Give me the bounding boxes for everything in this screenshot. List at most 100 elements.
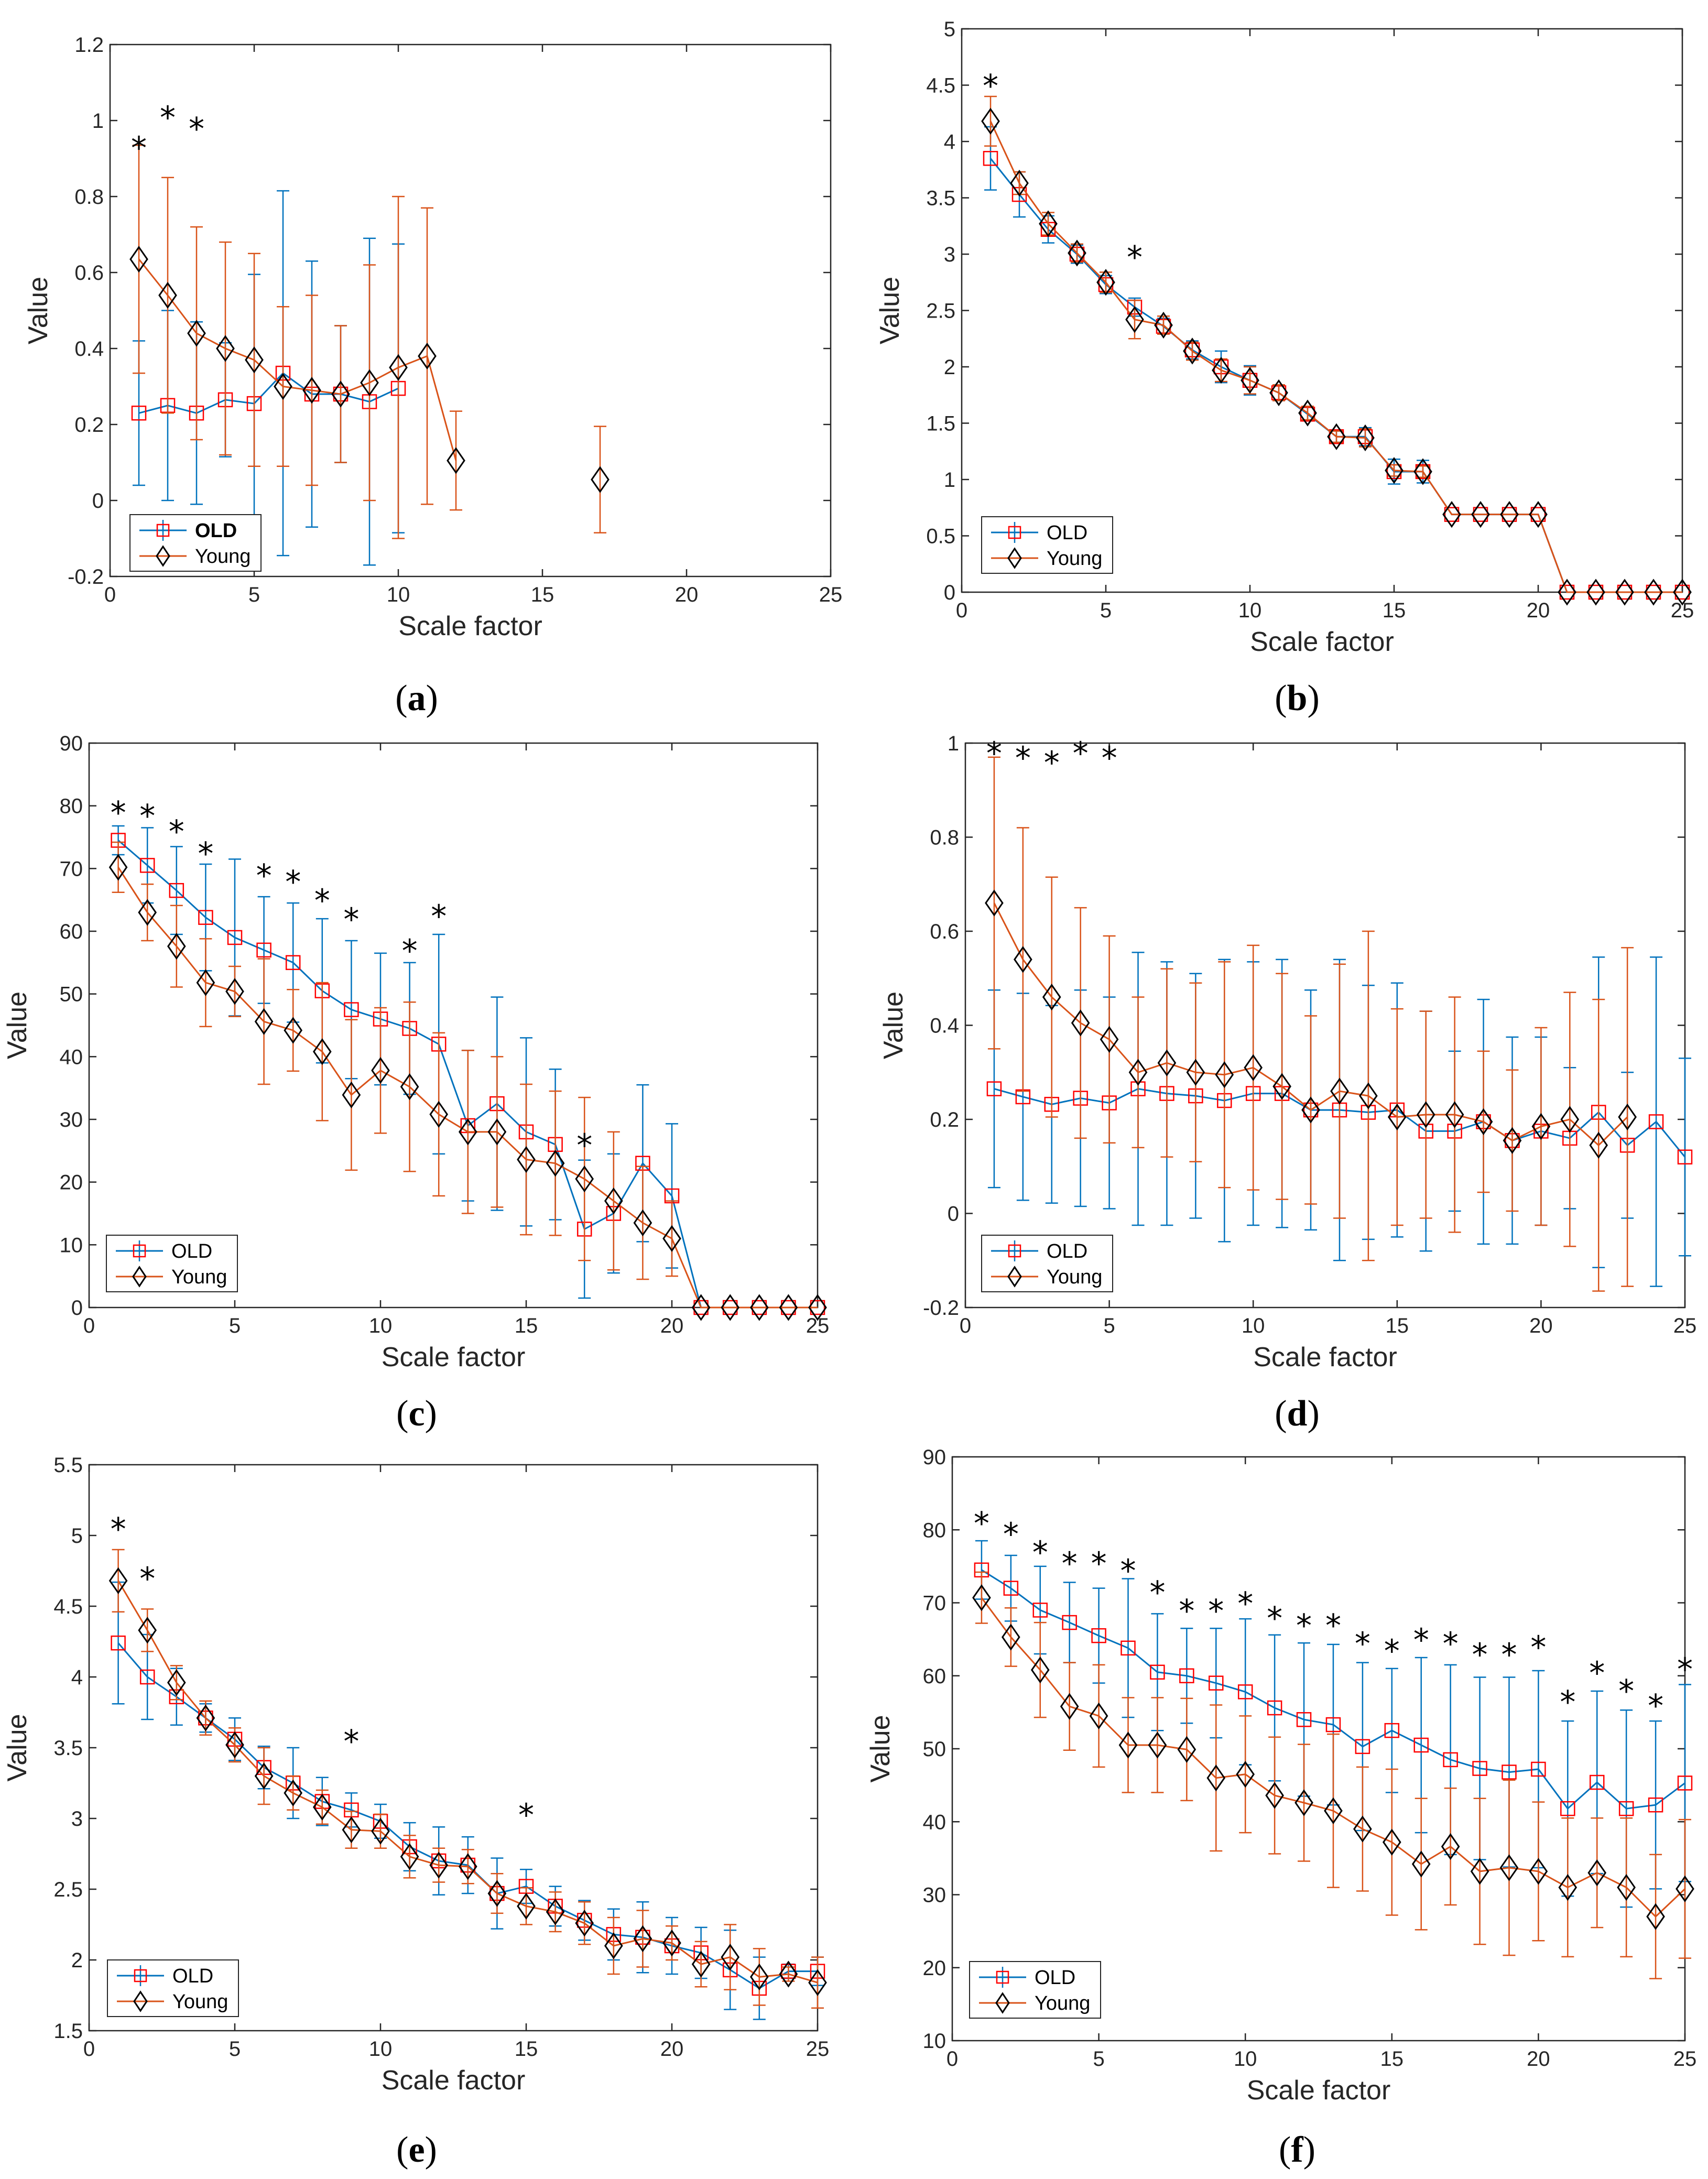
data-point-young bbox=[1676, 1875, 1694, 1902]
data-point-old bbox=[256, 942, 271, 958]
data-point-old bbox=[1589, 1774, 1605, 1790]
panel-d-letter: d bbox=[1287, 1393, 1308, 1434]
x-tick-label: 5 bbox=[229, 1314, 241, 1337]
x-tick-label: 10 bbox=[369, 2038, 393, 2061]
x-axis-label: Scale factor bbox=[1253, 1342, 1397, 1372]
data-point-old bbox=[1413, 1737, 1429, 1753]
significance-star: * bbox=[1618, 1673, 1634, 1710]
data-point-young bbox=[1416, 1101, 1435, 1128]
x-tick-label: 15 bbox=[1386, 1314, 1409, 1337]
data-point-old bbox=[1032, 1603, 1048, 1618]
panel-f-label: (f) bbox=[1279, 2130, 1315, 2170]
y-tick-label: 0 bbox=[944, 581, 955, 604]
data-point-young bbox=[284, 1779, 303, 1807]
data-point-young bbox=[633, 1925, 652, 1953]
y-tick-label: 0.4 bbox=[74, 337, 104, 361]
data-point-young bbox=[691, 1951, 711, 1978]
series-line bbox=[117, 1580, 818, 1984]
x-tick-label: 5 bbox=[1103, 1314, 1115, 1337]
data-point-old bbox=[983, 151, 998, 166]
y-tick-label: 10 bbox=[923, 2030, 947, 2053]
data-point-young bbox=[225, 1731, 244, 1759]
x-tick-label: 0 bbox=[83, 2038, 95, 2061]
data-point-young bbox=[575, 1165, 594, 1193]
data-point-young bbox=[1236, 1761, 1255, 1788]
significance-star: * bbox=[343, 1724, 359, 1760]
data-point-young bbox=[138, 1617, 157, 1644]
legend-a: OLD Young bbox=[129, 514, 262, 572]
data-point-young bbox=[1269, 379, 1288, 407]
significance-star: * bbox=[139, 1561, 155, 1597]
data-point-young bbox=[1186, 1059, 1205, 1086]
x-tick-label: 10 bbox=[1242, 1314, 1265, 1337]
data-point-young bbox=[779, 1960, 798, 1988]
data-point-young bbox=[808, 1969, 827, 1996]
significance-star: * bbox=[1384, 1633, 1400, 1670]
y-tick-label: 2.5 bbox=[53, 1878, 83, 1901]
data-point-young bbox=[1042, 984, 1061, 1011]
y-tick-label: 1.2 bbox=[74, 34, 104, 57]
significance-star: * bbox=[1589, 1655, 1605, 1692]
x-axis-label: Scale factor bbox=[1247, 2075, 1391, 2106]
y-tick-label: 40 bbox=[923, 1811, 947, 1834]
significance-star: * bbox=[111, 1511, 126, 1548]
significance-star: * bbox=[343, 901, 359, 938]
series-line bbox=[981, 1597, 1686, 1918]
x-tick-label: 15 bbox=[515, 2038, 538, 2061]
x-tick-label: 0 bbox=[104, 583, 116, 606]
panel-c-label: (c) bbox=[396, 1393, 437, 1434]
x-tick-label: 0 bbox=[956, 599, 967, 622]
data-point-young bbox=[517, 1892, 536, 1920]
data-point-young bbox=[1301, 1096, 1320, 1124]
data-point-young bbox=[1071, 1009, 1090, 1037]
data-point-old bbox=[1384, 1723, 1400, 1738]
data-point-young bbox=[1157, 1049, 1177, 1076]
x-axis-label: Scale factor bbox=[382, 1342, 526, 1372]
y-axis-label: Value bbox=[875, 277, 905, 344]
legend-old-label: OLD bbox=[1047, 522, 1087, 544]
data-point-young bbox=[1272, 1073, 1291, 1100]
significance-star: * bbox=[1472, 1637, 1488, 1673]
legend-box bbox=[981, 1235, 1113, 1292]
data-point-old bbox=[139, 858, 155, 873]
data-point-young bbox=[1558, 579, 1576, 606]
data-point-young bbox=[1327, 423, 1346, 450]
significance-star: * bbox=[1296, 1607, 1312, 1644]
data-point-young bbox=[167, 933, 186, 960]
data-point-young bbox=[371, 1057, 390, 1084]
legend-young-marker bbox=[1007, 547, 1022, 569]
data-point-young bbox=[1241, 367, 1259, 394]
data-point-young bbox=[985, 889, 1004, 917]
data-point-young bbox=[1215, 1061, 1234, 1088]
legend-box bbox=[129, 514, 262, 572]
legend-young-marker bbox=[1007, 1266, 1022, 1288]
y-tick-label: 3.5 bbox=[926, 187, 955, 210]
y-tick-label: -0.2 bbox=[68, 565, 104, 589]
y-axis-label: Value bbox=[2, 1714, 32, 1781]
data-point-young bbox=[1154, 311, 1173, 339]
x-tick-label: 5 bbox=[1093, 2047, 1104, 2071]
y-tick-label: 1 bbox=[948, 732, 959, 755]
legend-f: OLD Young bbox=[969, 1961, 1101, 2019]
data-point-old bbox=[1091, 1628, 1106, 1643]
panel-d-label: (d) bbox=[1275, 1393, 1320, 1434]
data-point-old bbox=[1560, 1801, 1575, 1816]
x-tick-label: 0 bbox=[960, 1314, 971, 1337]
significance-star: * bbox=[1062, 1545, 1078, 1582]
series-young bbox=[129, 144, 610, 539]
significance-star: * bbox=[1015, 740, 1031, 777]
data-point-young bbox=[1503, 1127, 1522, 1154]
data-point-young bbox=[981, 107, 1000, 135]
data-point-young bbox=[1030, 1656, 1050, 1684]
series-young bbox=[985, 756, 1637, 1292]
data-point-young bbox=[1294, 1789, 1313, 1816]
x-axis-label: Scale factor bbox=[382, 2065, 526, 2096]
plot-area-f bbox=[951, 1456, 1686, 2042]
data-point-young bbox=[458, 1118, 477, 1146]
data-point-young bbox=[108, 1567, 128, 1595]
data-point-old bbox=[285, 955, 301, 971]
data-point-young bbox=[1558, 1873, 1578, 1901]
data-point-young bbox=[400, 1073, 419, 1101]
data-point-young bbox=[1441, 1833, 1460, 1860]
data-point-old bbox=[1677, 1775, 1693, 1791]
